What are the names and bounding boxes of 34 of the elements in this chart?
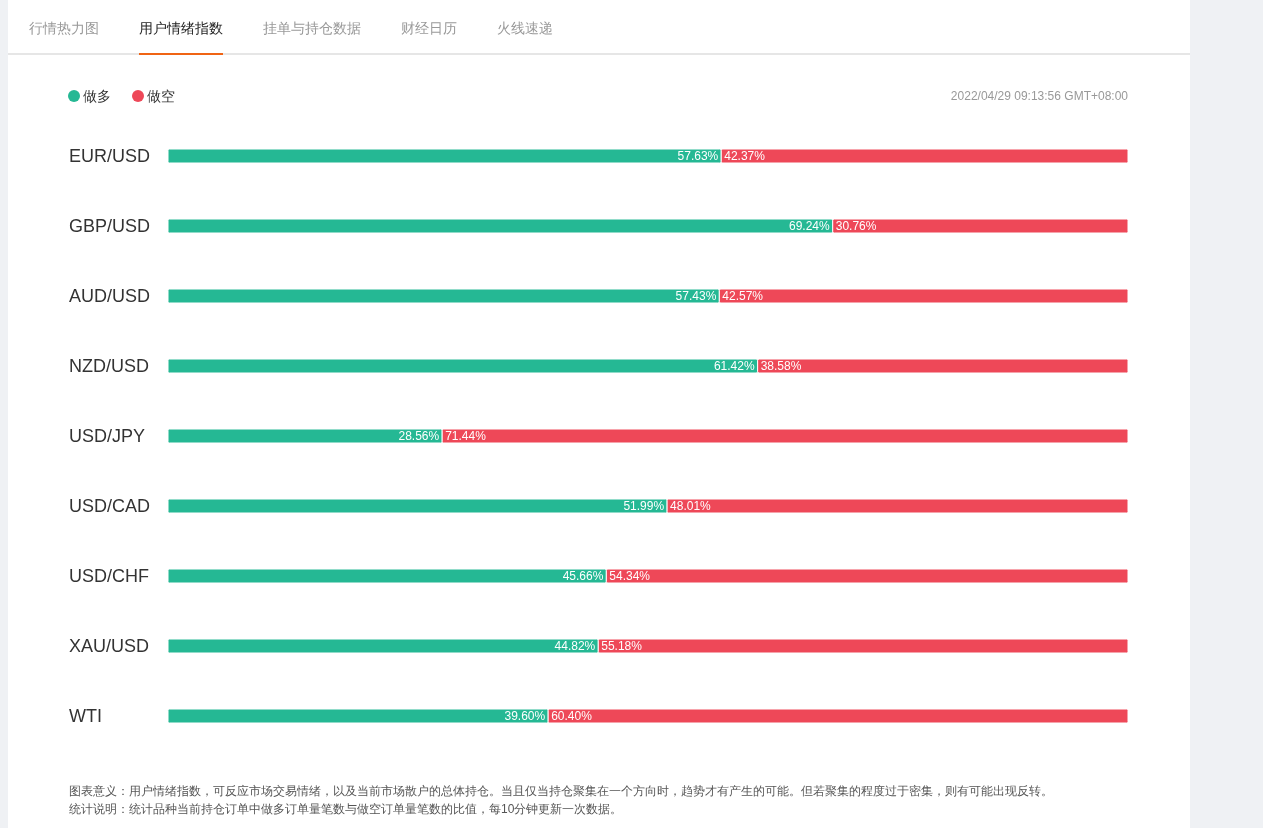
y-tick-label: NZD/USD [69,356,149,376]
data-label: 69.24% [789,219,831,233]
data-label: 39.60% [504,709,546,723]
data-label: 38.58% [760,359,802,373]
text: 图表意义：用户情绪指数，可反应市场交易情绪，以及当前市场散户的总体持仓。当且仅当持仓聚集在一个方向时，趋势才有产生的可能。但若聚集的程度过于密集，则有可能出现反转。 [69,784,1053,798]
tab-bar: 行情热力图 用户情绪指数 挂单与持仓数据 财经日历 火线速递 [8,20,1190,55]
data-label: 30.76% [835,219,877,233]
y-tick-label: USD/JPY [69,426,146,446]
data-label: 45.66% [562,569,604,583]
data-label: 61.42% [713,359,755,373]
data-label: 55.18% [601,639,643,653]
data-label: 57.63% [677,149,719,163]
y-tick-label: USD/CHF [69,566,149,586]
data-label: 42.37% [724,149,766,163]
chart-title: 用户情绪指数 [139,20,223,36]
y-tick-label: GBP/USD [69,216,151,236]
y-tick-label: XAU/USD [69,636,150,656]
text: 统计说明：统计品种当前持仓订单中做多订单量笔数与做空订单量笔数的比值，每10分钟更新一次数据。 [69,802,623,816]
y-tick-label: USD/CAD [69,496,151,516]
data-label: 60.40% [551,709,593,723]
y-tick-label: WTI [69,706,102,726]
data-label: 51.99% [623,499,665,513]
data-label: 48.01% [670,499,712,513]
legend-label: 做多 [83,88,111,104]
y-tick-label: EUR/USD [69,146,151,166]
chart-subtitle: 2022/04/29 09:13:56 GMT+08:00 [950,89,1129,103]
data-label: 54.34% [609,569,651,583]
data-label: 71.44% [445,429,487,443]
data-label: 42.57% [722,289,764,303]
data-label: 28.56% [398,429,440,443]
legend-label: 做空 [147,88,175,104]
y-tick-label: AUD/USD [69,286,151,306]
data-label: 44.82% [554,639,596,653]
data-label: 57.43% [675,289,717,303]
